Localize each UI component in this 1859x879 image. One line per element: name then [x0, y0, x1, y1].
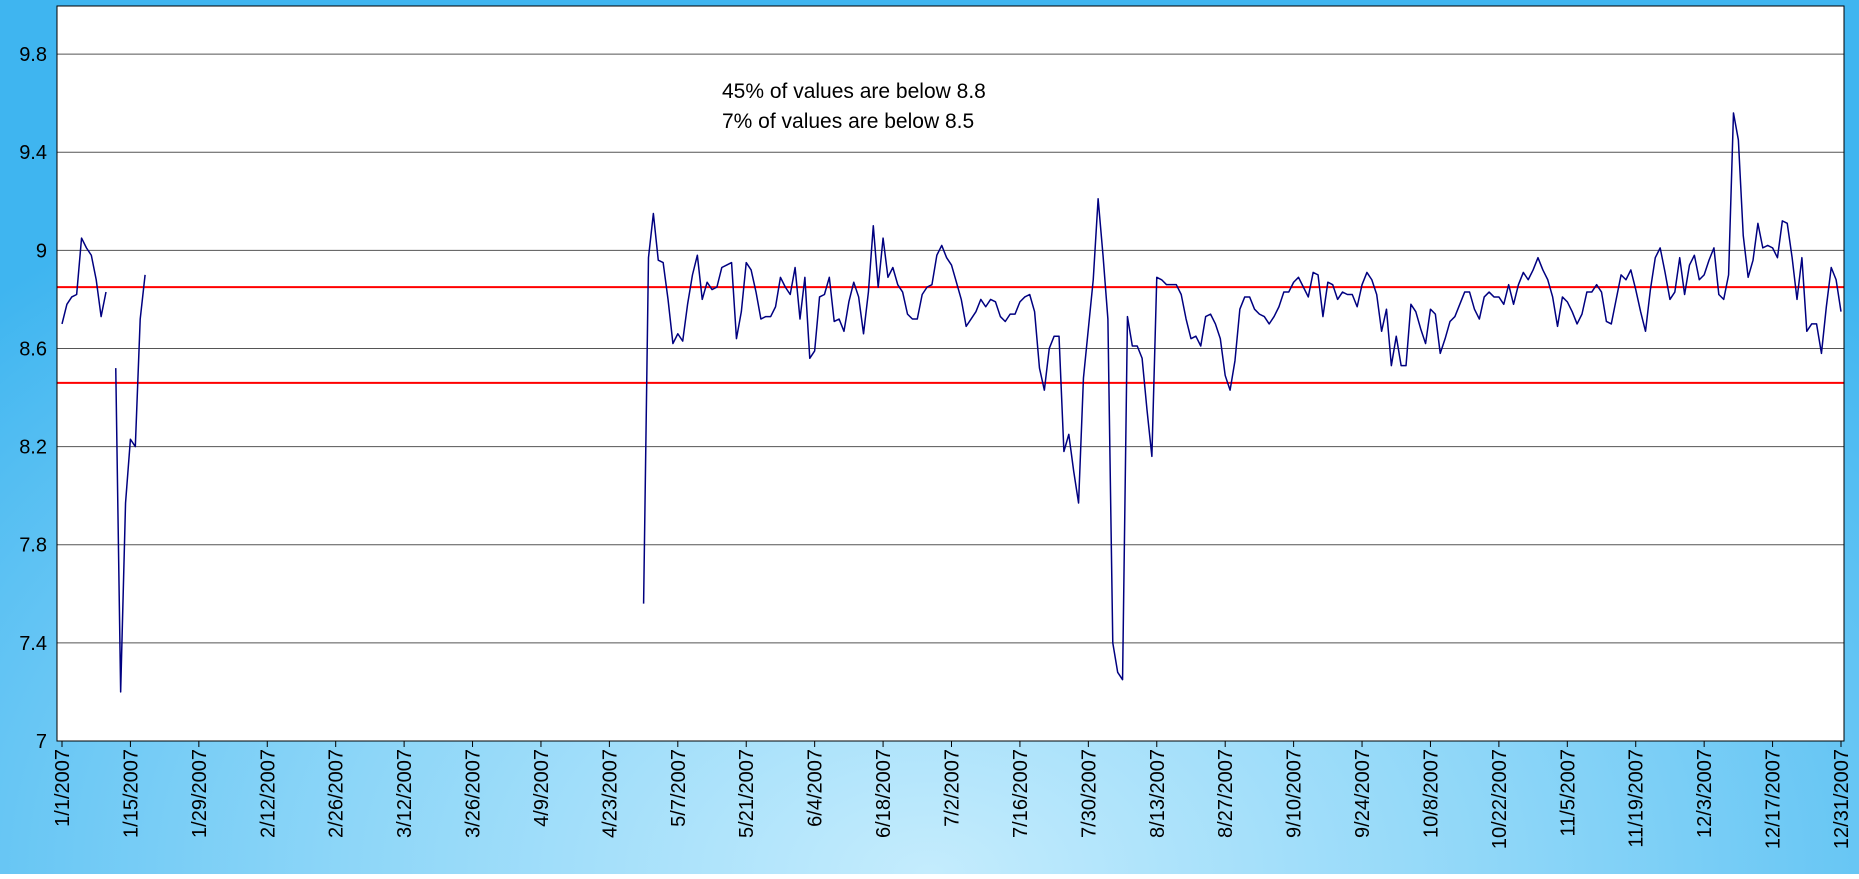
x-tick-label: 4/23/2007 [599, 749, 621, 838]
x-tick-label: 4/9/2007 [531, 749, 553, 827]
labels: 7 7.4 7.8 8.2 8.6 9 9.4 9.8 1/1/2007 1/15/2007 1/2… [19, 44, 1853, 849]
y-tick-label: 7.8 [19, 535, 47, 557]
y-tick-label: 9.8 [19, 44, 47, 66]
x-tick-label: 12/17/2007 [1763, 749, 1785, 849]
plot-area [57, 6, 1844, 741]
x-tick-label: 7/30/2007 [1078, 749, 1100, 838]
x-tick-label: 5/7/2007 [668, 749, 690, 827]
x-tick-label: 1/1/2007 [52, 749, 74, 827]
x-tick-label: 5/21/2007 [736, 749, 758, 838]
x-tick-label: 8/27/2007 [1215, 749, 1237, 838]
x-tick-label: 9/24/2007 [1352, 749, 1374, 838]
x-tick-label: 8/13/2007 [1147, 749, 1169, 838]
annotation: 45% of values are below 8.8 [722, 80, 986, 103]
x-tick-label: 6/18/2007 [873, 749, 895, 838]
series [61, 112, 1842, 693]
y-tick-label: 8.2 [19, 437, 47, 459]
x-tick-label: 12/31/2007 [1831, 749, 1853, 849]
plot-border [56, 5, 1845, 742]
x-tick-label: 10/22/2007 [1489, 749, 1511, 849]
x-tick-label: 3/26/2007 [463, 749, 485, 838]
x-tick-label: 10/8/2007 [1420, 749, 1442, 838]
y-tick-label: 7 [36, 731, 47, 753]
annotation: 7% of values are below 8.5 [722, 110, 974, 133]
x-tick-label: 12/3/2007 [1694, 749, 1716, 838]
y-tick-label: 8.6 [19, 338, 47, 360]
x-tick-label: 2/26/2007 [326, 749, 348, 838]
data-line [61, 112, 1842, 693]
x-tick-label: 11/5/2007 [1557, 749, 1579, 837]
x-tick-label: 6/4/2007 [805, 749, 827, 827]
x-tick-label: 1/29/2007 [189, 749, 211, 838]
x-tick-label: 1/15/2007 [120, 749, 142, 838]
x-tick-label: 9/10/2007 [1284, 749, 1306, 838]
reference-lines [57, 286, 1844, 384]
x-tick-label: 11/19/2007 [1626, 749, 1648, 848]
x-tick-label: 2/12/2007 [257, 749, 279, 838]
y-tick-label: 9 [36, 240, 47, 262]
y-tick-label: 9.4 [19, 142, 47, 164]
x-tick-label: 7/16/2007 [1010, 749, 1032, 838]
y-tick-label: 7.4 [19, 633, 47, 655]
x-tick-label: 3/12/2007 [394, 749, 416, 838]
x-tick-label: 7/2/2007 [942, 749, 964, 827]
